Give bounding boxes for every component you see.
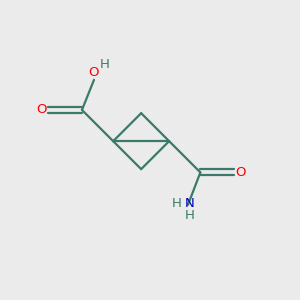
Text: O: O [89,66,99,79]
Text: O: O [236,166,246,179]
Text: H: H [172,197,182,210]
Text: N: N [184,197,194,210]
Text: H: H [100,58,110,71]
Text: H: H [184,209,194,223]
Text: O: O [36,103,47,116]
